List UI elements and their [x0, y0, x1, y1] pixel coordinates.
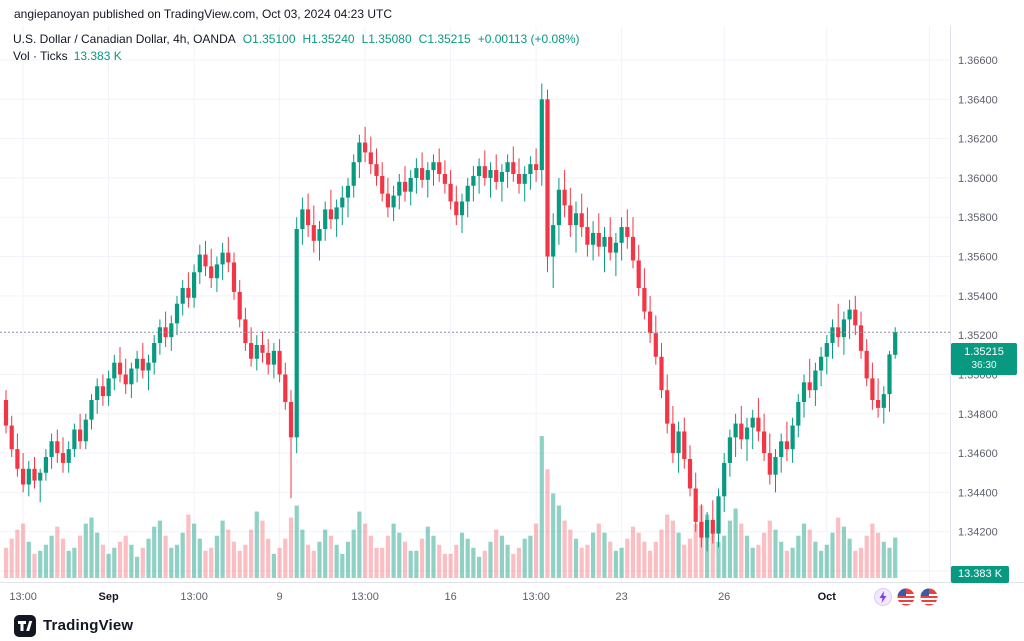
- current-price-value: 1.35215: [964, 346, 1004, 359]
- chart-area[interactable]: 1.36600 1.36400 1.36200 1.36000 1.35800 1.356…: [0, 26, 1024, 610]
- event-icons: [874, 588, 938, 606]
- svg-text:13:00: 13:00: [180, 591, 208, 603]
- svg-text:1.36600: 1.36600: [958, 55, 998, 67]
- svg-text:1.34800: 1.34800: [958, 409, 998, 421]
- svg-text:1.35200: 1.35200: [958, 330, 998, 342]
- svg-text:1.34200: 1.34200: [958, 527, 998, 539]
- flag-event-icon[interactable]: [920, 588, 938, 606]
- svg-text:1.35800: 1.35800: [958, 212, 998, 224]
- svg-text:1.34400: 1.34400: [958, 487, 998, 499]
- svg-text:26: 26: [718, 591, 730, 603]
- footer-bar: TradingView: [0, 610, 1024, 641]
- candles: [3, 83, 898, 552]
- publish-info-text: angiepanoyan published on TradingView.co…: [14, 7, 393, 21]
- price-axis-labels[interactable]: 1.36600 1.36400 1.36200 1.36000 1.35800 1.356…: [958, 55, 998, 578]
- svg-text:16: 16: [444, 591, 456, 603]
- lightning-event-icon[interactable]: [874, 588, 892, 606]
- svg-text:Sep: Sep: [99, 591, 119, 603]
- grid-lines: [0, 26, 950, 582]
- svg-text:1.35400: 1.35400: [958, 291, 998, 303]
- volume-axis-badge: 13.383 K: [951, 566, 1010, 583]
- svg-text:1.36400: 1.36400: [958, 94, 998, 106]
- tradingview-wordmark[interactable]: TradingView: [43, 617, 134, 634]
- bar-countdown: 36:30: [971, 360, 997, 372]
- svg-text:1.36000: 1.36000: [958, 173, 998, 185]
- svg-text:13:00: 13:00: [522, 591, 550, 603]
- svg-text:1.35600: 1.35600: [958, 252, 998, 264]
- svg-text:13:00: 13:00: [9, 591, 37, 603]
- svg-text:1.36200: 1.36200: [958, 134, 998, 146]
- volume-bars: [3, 436, 898, 578]
- current-price-badge: 1.35215 36:30: [951, 343, 1017, 376]
- svg-text:13:00: 13:00: [351, 591, 379, 603]
- svg-text:Oct: Oct: [818, 591, 837, 603]
- tradingview-logo[interactable]: [14, 614, 36, 637]
- candlestick-chart-canvas[interactable]: 1.36600 1.36400 1.36200 1.36000 1.35800 1.356…: [0, 26, 1024, 610]
- svg-text:1.34600: 1.34600: [958, 448, 998, 460]
- flag-event-icon[interactable]: [897, 588, 915, 606]
- svg-text:9: 9: [277, 591, 283, 603]
- publish-info-bar: angiepanoyan published on TradingView.co…: [0, 0, 1024, 26]
- svg-text:23: 23: [615, 591, 627, 603]
